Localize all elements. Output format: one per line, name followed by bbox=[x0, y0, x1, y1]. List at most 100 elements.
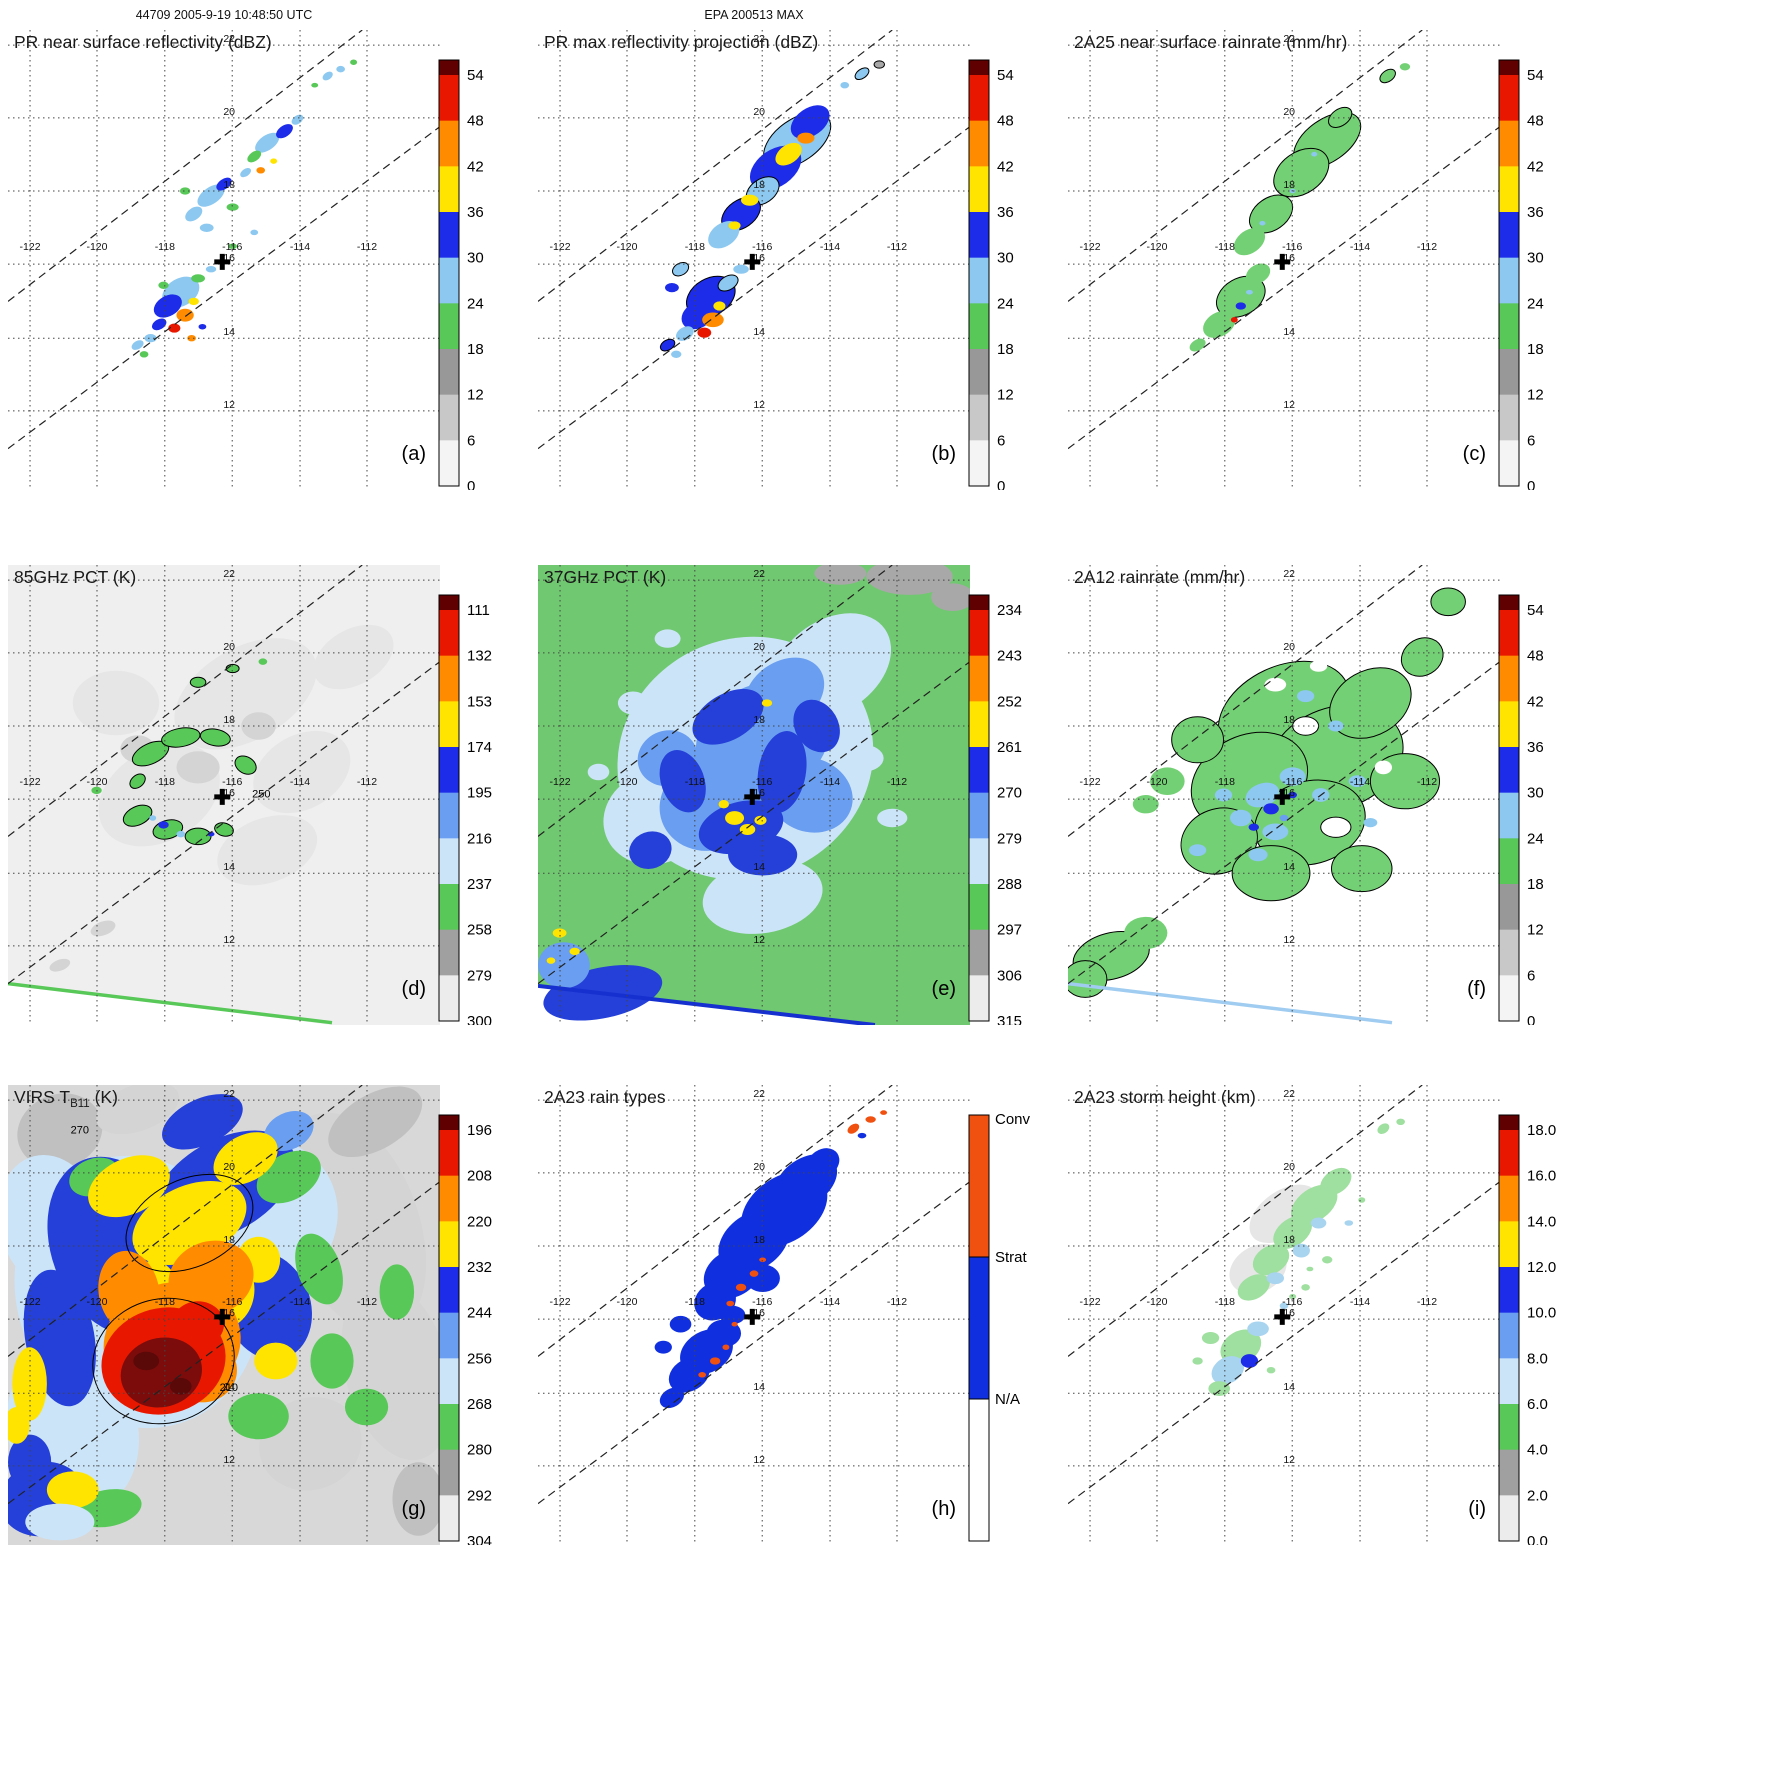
colorbar-i: 18.0 16.0 14.0 12.0 10.0 8.0 6.0 4.0 2.0 0.0 bbox=[1498, 1114, 1556, 1545]
panel-title-d: 85GHz PCT (K) bbox=[14, 567, 136, 587]
data-blob bbox=[1230, 317, 1238, 323]
lon-label: -114 bbox=[820, 241, 840, 253]
colorbar-tick-label: 315 bbox=[997, 1013, 1022, 1025]
colorbar-segment bbox=[1499, 884, 1519, 931]
data-blob bbox=[1328, 106, 1353, 128]
panel-letter-e: (e) bbox=[932, 978, 956, 1000]
lon-label: -120 bbox=[86, 241, 107, 253]
lat-label: 22 bbox=[753, 1088, 765, 1100]
lon-label: -116 bbox=[752, 241, 772, 253]
colorbar-segment bbox=[1499, 610, 1519, 657]
lon-label: -120 bbox=[86, 1296, 107, 1308]
data-blob bbox=[8, 1434, 52, 1490]
colorbar-h: Conv Strat N/A bbox=[968, 1111, 1031, 1542]
map-a: -122 -120 -118 -116 -114 -112 22 20 18 16 14 12 PR n… bbox=[8, 30, 440, 490]
colorbar-tick-label: 30 bbox=[1527, 785, 1544, 802]
data-blob bbox=[187, 334, 196, 342]
colorbar-tick-label: 18.0 bbox=[1527, 1122, 1556, 1139]
colorbar-outline bbox=[438, 594, 460, 1022]
colorbar-segment bbox=[439, 1130, 459, 1177]
colorbar-cap bbox=[439, 595, 459, 610]
lat-label: 20 bbox=[753, 1161, 765, 1173]
data-blob bbox=[702, 312, 724, 328]
data-blob bbox=[739, 823, 756, 836]
data-blob bbox=[1264, 677, 1287, 692]
lat-label: 20 bbox=[1283, 106, 1295, 118]
colorbar-cap bbox=[439, 1115, 459, 1130]
data-blob bbox=[654, 1340, 672, 1354]
colorbar-segment bbox=[969, 975, 989, 1022]
data-blob bbox=[328, 1086, 423, 1158]
lat-label: 18 bbox=[1283, 1234, 1295, 1246]
lon-label: -112 bbox=[1417, 776, 1437, 788]
lat-label: 12 bbox=[223, 1454, 235, 1466]
lon-label: -118 bbox=[685, 241, 705, 253]
colorbar-tick-label: 2.0 bbox=[1527, 1487, 1548, 1504]
pr-swath-edge-line bbox=[1068, 30, 1423, 302]
lat-label: 12 bbox=[1283, 1454, 1295, 1466]
colorbar-f: 54 48 42 36 30 24 18 12 6 0 bbox=[1498, 594, 1544, 1025]
storm-center-cross-icon bbox=[1274, 788, 1291, 805]
data-blob bbox=[247, 150, 262, 163]
data-blob bbox=[735, 1283, 747, 1292]
lat-label: 22 bbox=[753, 33, 765, 45]
lat-label: 18 bbox=[223, 714, 235, 726]
data-blob bbox=[761, 699, 773, 707]
lat-label: 22 bbox=[1283, 33, 1295, 45]
pr-swath-edge-line bbox=[538, 1085, 893, 1357]
data-blob bbox=[1311, 151, 1318, 157]
data-blob bbox=[1237, 1274, 1270, 1301]
data-blob bbox=[672, 261, 690, 277]
pr-swath-edge-line bbox=[8, 30, 363, 302]
pr-swath-edge-line bbox=[8, 565, 363, 837]
colorbar-tick-label: 279 bbox=[997, 830, 1022, 847]
lat-label: 18 bbox=[223, 179, 235, 191]
data-blob bbox=[168, 1240, 254, 1316]
lon-label: -116 bbox=[1282, 776, 1302, 788]
colorbar-segment bbox=[1499, 747, 1519, 794]
data-blob bbox=[629, 831, 672, 870]
colorbar-tick-label: 54 bbox=[997, 67, 1014, 84]
lon-label: -116 bbox=[752, 776, 772, 788]
data-blob bbox=[213, 1132, 278, 1185]
data-blob bbox=[617, 691, 649, 715]
lat-label: 12 bbox=[1283, 934, 1295, 946]
data-blob bbox=[1374, 760, 1392, 775]
data-blob bbox=[1320, 816, 1352, 838]
data-blob bbox=[336, 65, 345, 73]
colorbar-segment bbox=[439, 120, 459, 167]
colorbar-segment bbox=[439, 975, 459, 1022]
data-blob bbox=[1132, 795, 1159, 814]
colorbar-segment bbox=[1499, 1267, 1519, 1314]
colorbar-segment bbox=[439, 792, 459, 839]
data-blob bbox=[1344, 1220, 1354, 1226]
data-blob bbox=[152, 318, 167, 331]
colorbar-tick-label: 36 bbox=[1527, 739, 1544, 756]
lat-label: 16 bbox=[1283, 1307, 1295, 1319]
map-d: -122 -120 -118 -116 -114 -112 22 20 18 16 14 12 250 8… bbox=[8, 565, 440, 1025]
storm-center-cross-icon bbox=[1274, 253, 1291, 270]
data-blob bbox=[199, 223, 214, 232]
panel-letter-a: (a) bbox=[402, 443, 426, 465]
data-blob bbox=[659, 750, 706, 813]
data-blob bbox=[866, 565, 953, 595]
data-blob bbox=[1189, 338, 1206, 352]
data-blob bbox=[197, 184, 225, 207]
colorbar-tick-label: 24 bbox=[997, 295, 1014, 312]
data-blob bbox=[1214, 788, 1233, 802]
lon-label: -120 bbox=[1146, 1296, 1167, 1308]
colorbar-tick-label: 24 bbox=[1527, 830, 1544, 847]
colorbar-segment bbox=[1499, 655, 1519, 702]
lat-label: 22 bbox=[1283, 568, 1295, 580]
data-blob bbox=[754, 815, 767, 825]
colorbar-segment bbox=[439, 75, 459, 122]
panel-letter-g: (g) bbox=[402, 1498, 426, 1520]
lon-label: -122 bbox=[1080, 776, 1101, 788]
colorbar-tick-label: 54 bbox=[1527, 67, 1544, 84]
data-blob bbox=[176, 830, 186, 838]
colorbar-tick-label: 0 bbox=[997, 478, 1005, 490]
data-blob bbox=[1203, 310, 1236, 338]
colorbar-segment bbox=[1499, 1495, 1519, 1542]
data-blob bbox=[775, 142, 802, 166]
lon-label: -118 bbox=[1215, 241, 1235, 253]
